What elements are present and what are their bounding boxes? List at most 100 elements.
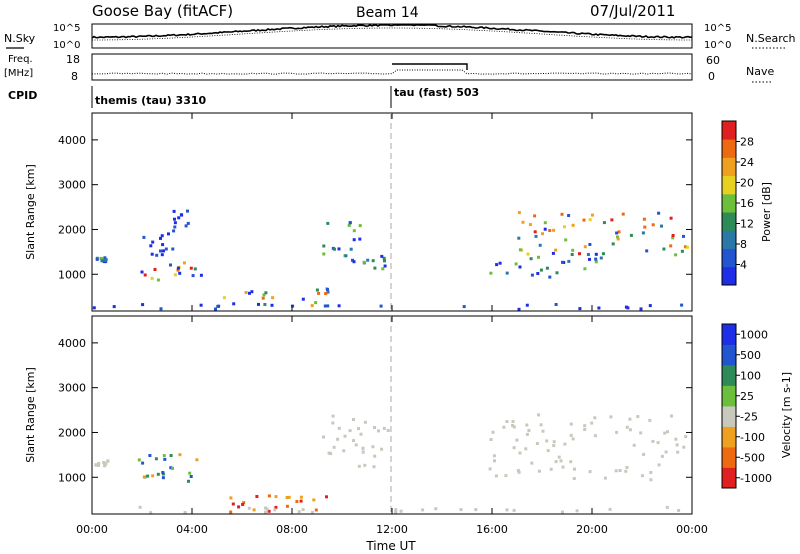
range-cell — [548, 275, 552, 279]
range-cell — [583, 428, 587, 431]
range-cell — [583, 267, 587, 271]
range-cell — [590, 421, 594, 425]
range-cell — [184, 224, 188, 228]
range-cell — [569, 433, 573, 437]
colorbar-swatch — [722, 385, 736, 407]
range-cell — [383, 259, 386, 263]
range-cell — [159, 307, 163, 311]
range-cell — [295, 500, 299, 503]
range-cell — [671, 236, 675, 240]
range-cell — [512, 425, 516, 429]
range-cell — [138, 505, 142, 509]
range-cell — [639, 431, 643, 435]
noise-right-tick-bottom: 10^0 — [704, 40, 731, 51]
range-cell — [434, 507, 438, 511]
range-cell — [603, 476, 607, 480]
range-cell — [625, 425, 629, 429]
range-cell — [599, 256, 603, 260]
x-axis-label: Time UT — [365, 539, 416, 553]
colorbar-tick-label: -500 — [740, 451, 765, 464]
cpid-mode-1: themis (tau) 3310 — [95, 94, 207, 107]
range-cell — [383, 264, 387, 268]
range-cell — [628, 417, 632, 421]
range-cell — [551, 251, 555, 255]
range-cell — [359, 432, 363, 436]
range-cell — [325, 495, 328, 499]
range-cell — [642, 452, 646, 456]
range-cell — [162, 249, 165, 253]
range-cell — [137, 458, 141, 462]
range-cell — [636, 415, 640, 419]
colorbar-tick-label: -100 — [740, 431, 765, 444]
range-cell — [177, 216, 181, 220]
range-cell — [586, 253, 590, 256]
range-cell — [629, 233, 633, 237]
range-cell — [489, 438, 493, 441]
range-cell — [489, 271, 493, 275]
range-cell — [161, 476, 165, 480]
range-cell — [191, 274, 195, 278]
colorbar-tick-label: 24 — [740, 156, 754, 169]
range-cell — [287, 495, 291, 499]
range-cell — [554, 460, 558, 464]
x-tick-label: 08:00 — [276, 523, 308, 536]
range-cell — [511, 424, 515, 427]
range-cell — [548, 229, 552, 232]
range-cell — [539, 423, 543, 427]
range-cell — [657, 463, 661, 467]
range-cell — [512, 508, 516, 512]
range-cell — [103, 464, 106, 468]
range-cell — [601, 252, 605, 256]
range-cell — [680, 303, 684, 307]
range-cell — [386, 429, 390, 432]
range-cell — [525, 432, 529, 436]
range-cell — [534, 234, 538, 238]
range-cell — [324, 292, 328, 295]
range-cell — [377, 429, 380, 433]
range-cell — [626, 306, 630, 310]
range-cell — [331, 414, 335, 418]
range-cell — [252, 508, 256, 512]
range-cell — [502, 425, 506, 429]
nave-tick-bottom: 0 — [708, 70, 715, 83]
range-cell — [348, 429, 352, 433]
range-cell — [616, 237, 620, 241]
range-cell — [160, 253, 164, 257]
range-cell — [299, 499, 303, 503]
range-cell — [648, 418, 652, 422]
range-cell — [561, 510, 564, 514]
colorbar-tick-label: 16 — [740, 197, 754, 210]
range-cell — [176, 268, 180, 272]
range-cell — [173, 225, 177, 229]
range-cell — [491, 430, 495, 434]
range-cell — [151, 240, 155, 244]
range-cell — [582, 218, 586, 222]
range-cell — [172, 229, 176, 233]
range-cell — [578, 307, 582, 311]
range-cell — [264, 291, 268, 295]
range-cell — [621, 212, 625, 216]
range-cell — [526, 252, 530, 256]
range-cell — [671, 234, 675, 237]
velocity-colorbar: 1000 500 100 25 -25 -100 -500 -1000 — [721, 323, 772, 489]
range-cell — [515, 438, 519, 442]
range-cell — [394, 511, 398, 514]
range-cell — [336, 437, 340, 441]
range-cell — [373, 266, 377, 270]
cpid-mode-2: tau (fast) 503 — [394, 86, 479, 99]
range-cell — [95, 257, 99, 261]
range-cell — [161, 471, 165, 474]
range-cell — [664, 450, 668, 454]
noise-right-tick-top: 10^5 — [704, 23, 731, 34]
range-cell — [615, 430, 619, 434]
range-cell — [682, 234, 685, 238]
range-cell — [537, 469, 541, 473]
range-cell — [488, 467, 492, 471]
range-cell — [352, 238, 356, 242]
range-cell — [617, 230, 621, 234]
range-cell — [669, 216, 673, 220]
range-cell — [618, 469, 622, 472]
range-cell — [546, 449, 550, 453]
range-cell — [674, 253, 678, 257]
noise-sky-trace — [91, 24, 693, 39]
